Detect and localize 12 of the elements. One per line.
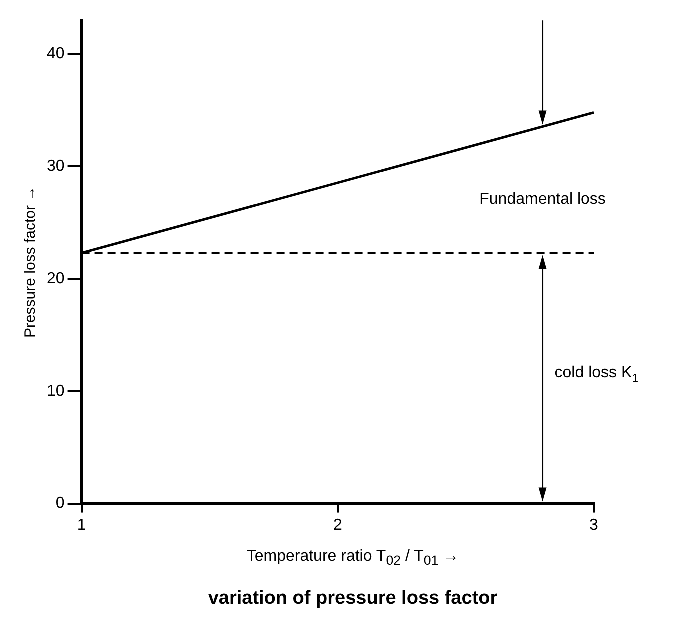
y-tick-label: 40 (47, 46, 65, 63)
text: variation of pressure loss factor (207, 588, 499, 610)
y-axis-title: Pressure loss factor → (22, 186, 40, 338)
y-tick-label: 30 (47, 158, 65, 176)
x-tick-label: 2 (333, 516, 342, 534)
x-axis-title: Temperature ratio T$_{02}$ / T$_{01}$ → (246, 548, 460, 568)
y-tick-label: 20 (47, 270, 65, 288)
x-tick-label: 1 (77, 516, 86, 534)
x-tick-label: 3 (590, 516, 599, 534)
annotation: Fundamental loss (480, 190, 606, 208)
y-tick-label: 0 (56, 495, 65, 512)
y-tick-label: 10 (47, 382, 65, 400)
